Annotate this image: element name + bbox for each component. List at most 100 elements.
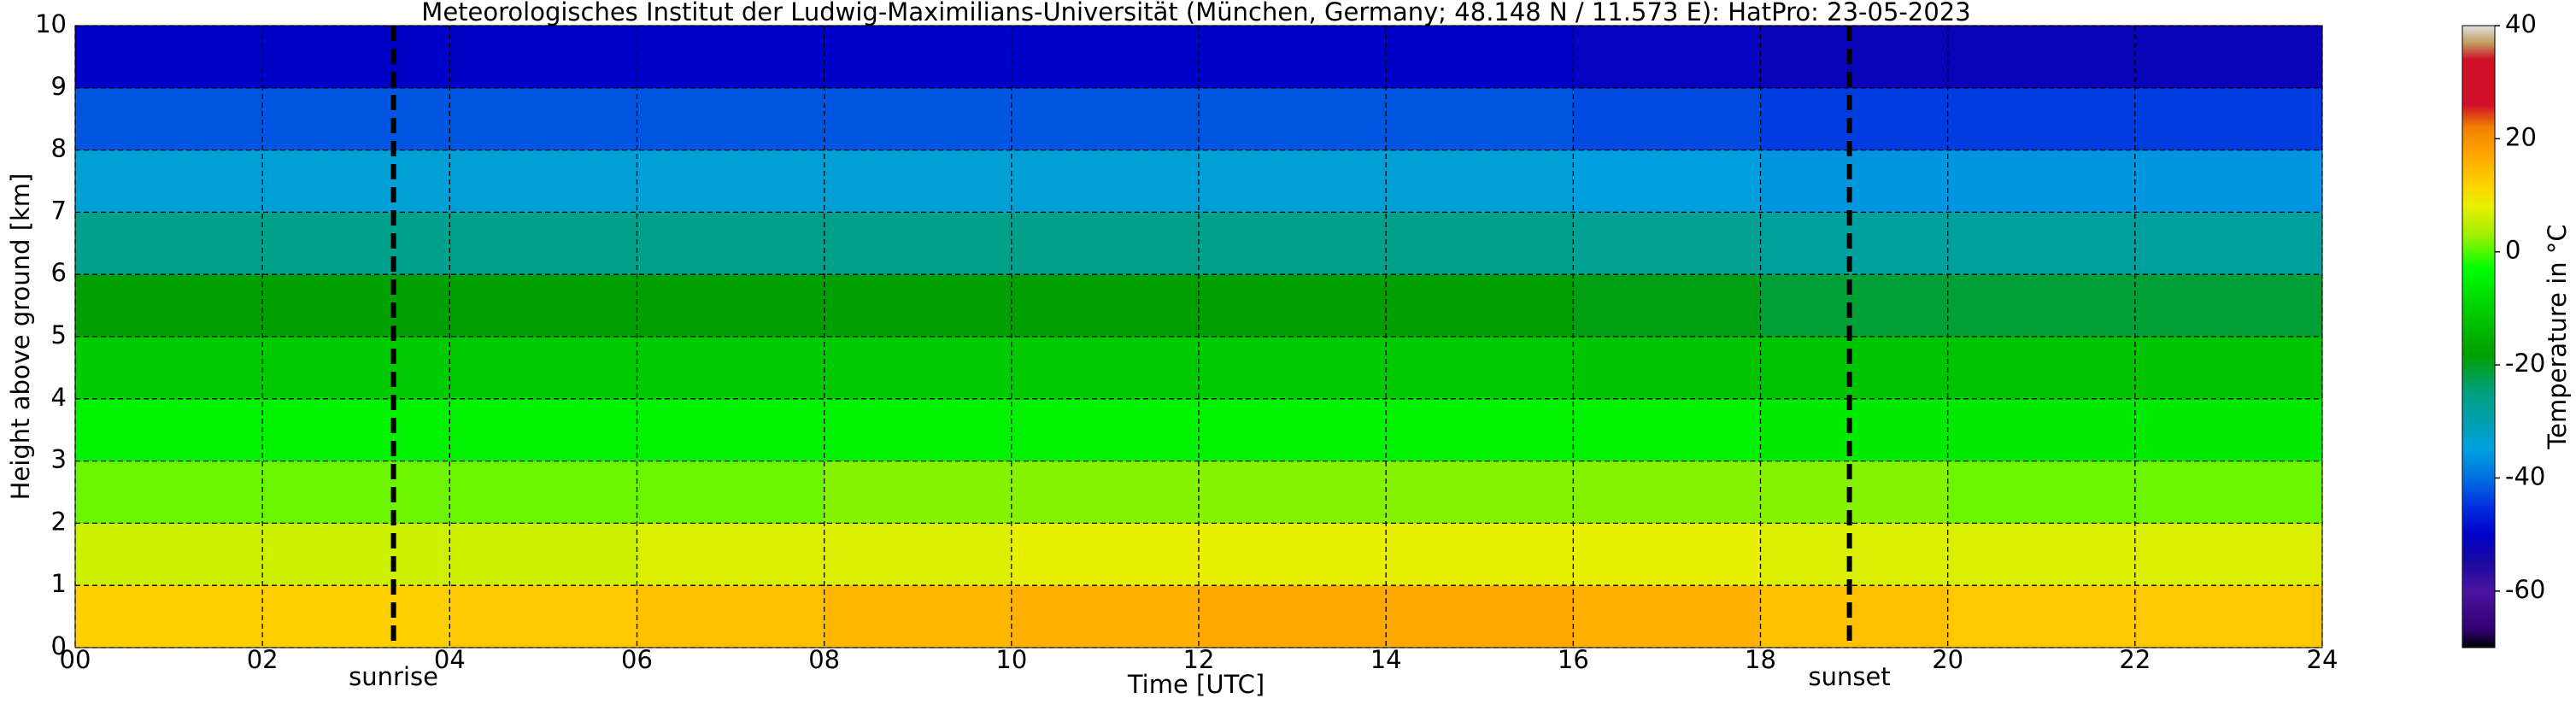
heatmap-cell	[75, 26, 263, 89]
heatmap-cell	[1199, 87, 1387, 151]
heatmap-cell	[1386, 150, 1574, 213]
heatmap-cell	[1199, 398, 1387, 462]
heatmap-cell	[1199, 150, 1387, 213]
heatmap-cell	[824, 461, 1012, 524]
heatmap-cell	[262, 150, 450, 213]
heatmap-cell	[1760, 87, 1949, 151]
heatmap-cell	[1760, 523, 1949, 586]
heatmap-cell	[449, 337, 637, 400]
heatmap-cell	[1947, 585, 2136, 648]
heatmap-cell	[637, 337, 825, 400]
heatmap-cell	[1947, 150, 2136, 213]
heatmap-cell	[1011, 523, 1200, 586]
heatmap-cell	[637, 26, 825, 89]
heatmap-cell	[1947, 274, 2136, 337]
heatmap-cell	[1011, 26, 1200, 89]
heatmap-cell	[262, 26, 450, 89]
annotation-label: sunrise	[349, 662, 438, 691]
colorbar	[2462, 25, 2496, 648]
heatmap-cell	[824, 150, 1012, 213]
heatmap-cell	[1011, 461, 1200, 524]
heatmap-cell	[1386, 337, 1574, 400]
y-tick-label: 10	[35, 9, 67, 38]
y-tick-label: 3	[51, 445, 67, 474]
heatmap-cell	[75, 523, 263, 586]
colorbar-tick-label: 0	[2505, 236, 2520, 265]
y-tick-label: 4	[51, 383, 67, 412]
heatmap-cell	[1386, 523, 1574, 586]
heatmap-cell	[1011, 585, 1200, 648]
heatmap-cell	[1011, 87, 1200, 151]
heatmap-cell	[1199, 337, 1387, 400]
heatmap-cell	[1760, 26, 1949, 89]
heatmap-cell	[1011, 337, 1200, 400]
heatmap-cell	[637, 274, 825, 337]
x-tick-label: 22	[2119, 645, 2151, 674]
heatmap-cell	[1199, 461, 1387, 524]
heatmap-cell	[824, 337, 1012, 400]
colorbar-tick-label: -60	[2505, 575, 2545, 604]
heatmap-cell	[262, 398, 450, 462]
y-tick-label: 1	[51, 569, 67, 598]
y-tick-label: 7	[51, 196, 67, 225]
heatmap-cell	[1199, 585, 1387, 648]
heatmap-cell	[262, 274, 450, 337]
heatmap-cell	[1947, 212, 2136, 275]
heatmap-cell	[75, 212, 263, 275]
heatmap-cell	[1947, 87, 2136, 151]
heatmap-cell	[1760, 585, 1949, 648]
heatmap-cell	[2134, 523, 2323, 586]
y-tick-label: 9	[51, 72, 67, 101]
heatmap-cell	[2134, 26, 2323, 89]
heatmap-cell	[1011, 150, 1200, 213]
chart-title: Meteorologisches Institut der Ludwig-Max…	[421, 0, 1970, 26]
heatmap-cell	[262, 523, 450, 586]
y-axis-label: Height above ground [km]	[6, 173, 35, 501]
heatmap-cell	[1573, 585, 1761, 648]
annotation-label: sunset	[1809, 662, 1891, 691]
x-tick-label: 04	[434, 645, 466, 674]
heatmap-cell	[637, 150, 825, 213]
heatmap-cell	[2134, 337, 2323, 400]
x-axis-label: Time [UTC]	[1127, 670, 1265, 699]
heatmap-cell	[2134, 585, 2323, 648]
heatmap-cell	[2134, 398, 2323, 462]
plot-frame	[74, 25, 2323, 648]
x-tick-label: 10	[995, 645, 1027, 674]
heatmap-cell	[75, 398, 263, 462]
heatmap-cell	[262, 87, 450, 151]
heatmap-cell	[2134, 87, 2323, 151]
heatmap-cell	[2134, 274, 2323, 337]
heatmap-cell	[449, 26, 637, 89]
x-tick-label: 08	[808, 645, 840, 674]
heatmap-cell	[1386, 26, 1574, 89]
heatmap-cell	[262, 212, 450, 275]
heatmap-cell	[449, 274, 637, 337]
heatmap-cell	[637, 212, 825, 275]
heatmap-cell	[1573, 274, 1761, 337]
heatmap-cell	[1011, 398, 1200, 462]
heatmap-cell	[1386, 274, 1574, 337]
heatmap-cell	[75, 337, 263, 400]
heatmap-cell	[1760, 274, 1949, 337]
heatmap-cell	[1386, 585, 1574, 648]
heatmap-cell	[1011, 212, 1200, 275]
heatmap-cell	[2134, 461, 2323, 524]
heatmap-cell	[1199, 26, 1387, 89]
heatmap-cell	[637, 398, 825, 462]
heatmap-cell	[262, 585, 450, 648]
heatmap-cell	[1386, 461, 1574, 524]
colorbar-tick-label: 20	[2505, 122, 2537, 151]
heatmap-cell	[824, 585, 1012, 648]
heatmap-cell	[1199, 212, 1387, 275]
heatmap-cell	[449, 523, 637, 586]
heatmap-cell	[1573, 87, 1761, 151]
heatmap-cell	[1760, 212, 1949, 275]
heatmap-cell	[449, 461, 637, 524]
heatmap-cell	[449, 87, 637, 151]
heatmap-cell	[1386, 87, 1574, 151]
y-tick-label: 2	[51, 507, 67, 536]
heatmap-cell	[824, 274, 1012, 337]
heatmap-cell	[1011, 274, 1200, 337]
heatmap-cell	[824, 398, 1012, 462]
